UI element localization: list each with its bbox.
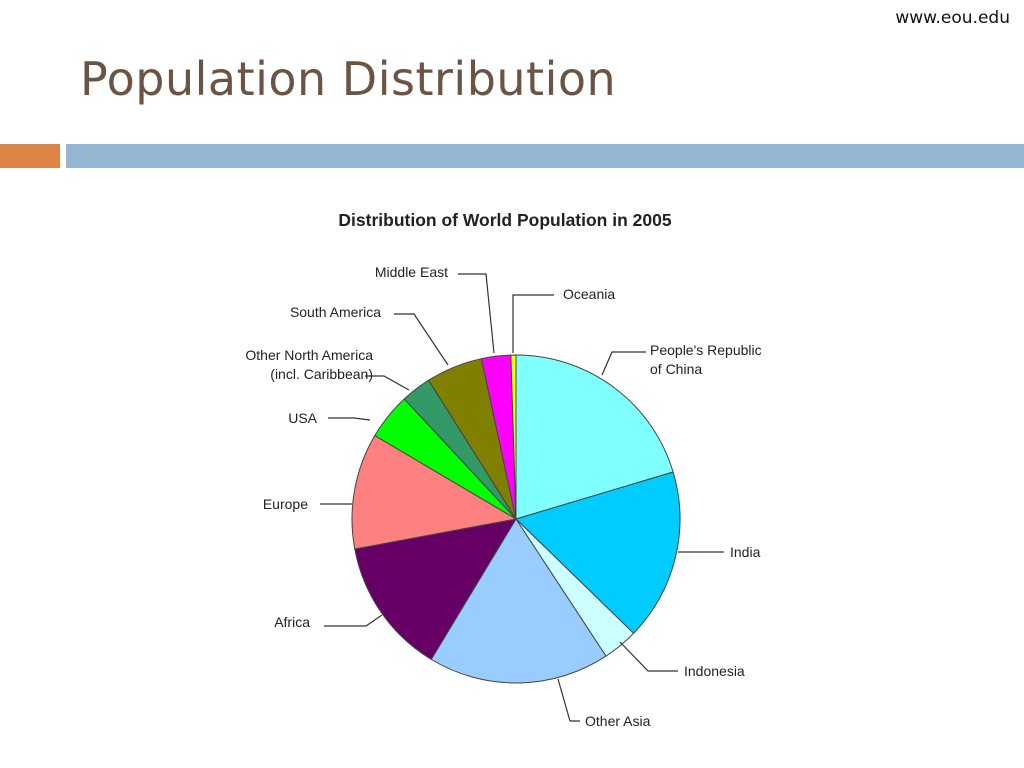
slice-label-line: Oceania: [563, 286, 615, 302]
slice-label-line: USA: [288, 410, 317, 426]
slice-label-line: People's Republic: [650, 342, 762, 358]
leader-line: [557, 678, 580, 722]
slice-label: Other Asia: [585, 713, 651, 729]
leader-line: [394, 313, 449, 366]
site-url: www.eou.edu: [895, 8, 1010, 28]
slice-label: Middle East: [375, 264, 448, 280]
pie-slice-oceania: [510, 354, 517, 520]
pie-slice-europe: [351, 434, 518, 550]
slice-label: Other North America (incl. Caribbean): [245, 347, 373, 382]
slice-label-line: (incl. Caribbean): [270, 366, 373, 382]
slice-label: Europe: [263, 496, 308, 512]
slice-label-line: Africa: [274, 614, 310, 630]
slice-label-line: South America: [290, 304, 381, 320]
slice-label-line: Other North America: [245, 347, 373, 363]
slice-label: India: [730, 544, 761, 560]
pie-labels: People's Republic of China India Indonesia O…: [245, 264, 761, 729]
chart-title: Distribution of World Population in 2005: [338, 210, 671, 230]
leader-line: [458, 273, 495, 354]
pie-slice-africa: [354, 518, 518, 661]
accent-bar: [0, 144, 60, 168]
leader-line: [601, 351, 646, 376]
slice-label: Oceania: [563, 286, 615, 302]
slice-label-line: Indonesia: [684, 663, 745, 679]
leader-line: [512, 294, 554, 353]
slice-label-line: Other Asia: [585, 713, 651, 729]
pie-slices: [351, 354, 681, 684]
slide-title: Population Distribution: [80, 52, 617, 106]
leader-line: [619, 641, 678, 672]
slice-label-line: of China: [650, 361, 702, 377]
pie-slice-india: [515, 471, 681, 635]
slice-label: People's Republic of China: [650, 342, 762, 377]
leader-line: [328, 417, 371, 421]
pie-chart: Distribution of World Population in 2005…: [245, 210, 761, 729]
slice-label-line: India: [730, 544, 761, 560]
pie-slice-other-asia: [430, 518, 607, 684]
slice-label-line: Middle East: [375, 264, 448, 280]
leader-line: [365, 375, 410, 391]
slice-label: Africa: [274, 614, 310, 630]
slice-label: Indonesia: [684, 663, 745, 679]
slice-label: USA: [288, 410, 317, 426]
pie-leader-lines: [320, 273, 724, 722]
divider-bar: [66, 144, 1024, 168]
leader-line: [324, 614, 383, 627]
slice-label: South America: [290, 304, 381, 320]
pie-slice-people-s-republic-of-china: [515, 354, 674, 520]
slice-label-line: Europe: [263, 496, 308, 512]
